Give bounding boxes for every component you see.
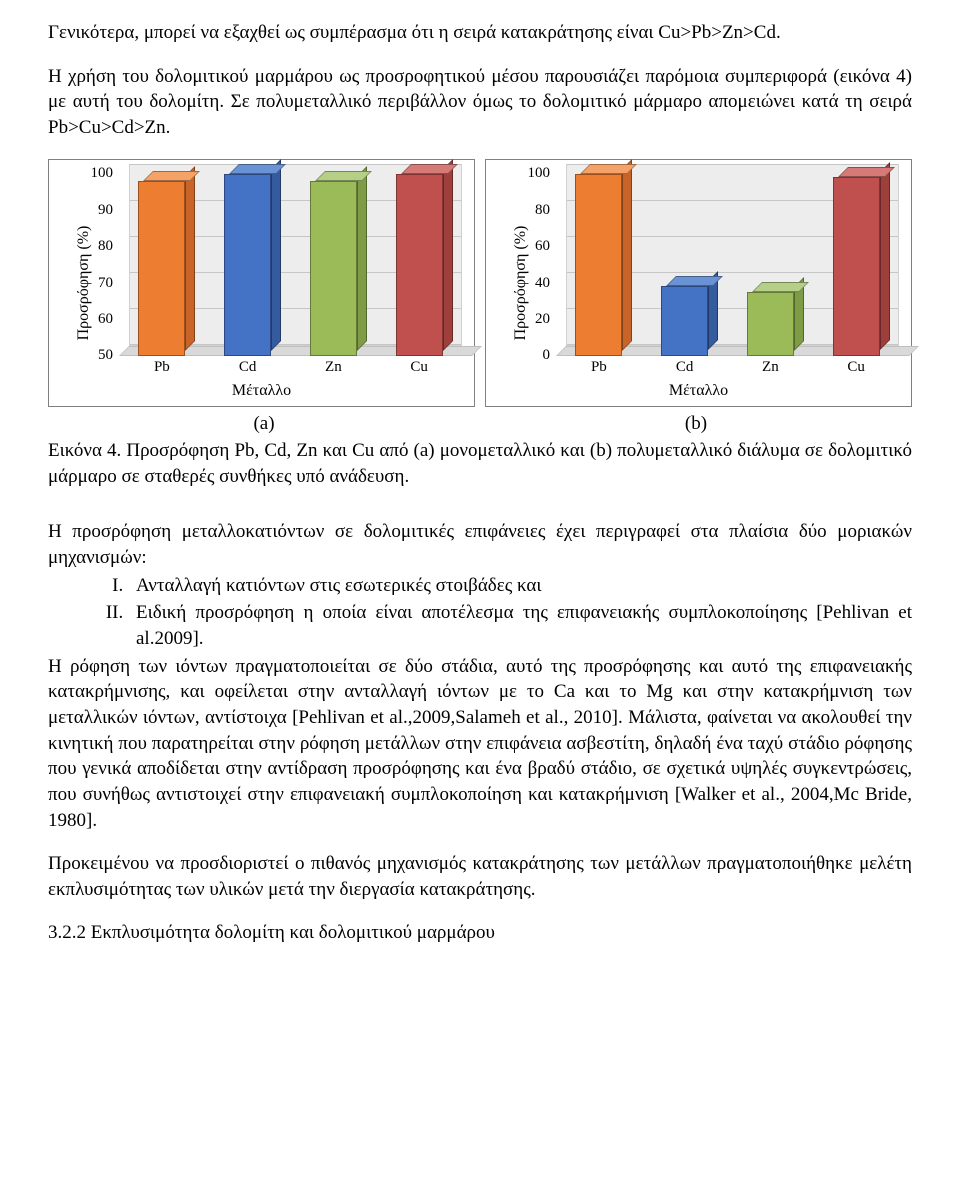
chart_a-xtick: Cu — [410, 357, 428, 377]
chart-b-xlabel: Μέταλλο — [486, 380, 911, 402]
label-b: (b) — [480, 411, 912, 437]
mechanism-item-2: Ειδική προσρόφηση η οποία είναι αποτέλεσ… — [128, 600, 912, 651]
chart_a-ytick: 80 — [83, 236, 113, 256]
chart-a-plot: 5060708090100PbCdZnCu — [119, 174, 462, 356]
chart-b: Προσρόφηση (%) Μέταλλο 020406080100PbCdZ… — [485, 159, 912, 407]
chart_b-bar-cu — [833, 177, 880, 355]
label-a: (a) — [48, 411, 480, 437]
chart_b-xtick: Zn — [762, 357, 779, 377]
chart_a-xtick: Cd — [239, 357, 257, 377]
chart_b-bar-pb — [575, 174, 622, 356]
chart_b-xtick: Cu — [847, 357, 865, 377]
chart_b-bar-zn — [747, 292, 794, 356]
chart_b-ytick: 20 — [520, 309, 550, 329]
paragraph-1: Γενικότερα, μπορεί να εξαχθεί ως συμπέρα… — [48, 20, 912, 46]
chart_b-xtick: Cd — [676, 357, 694, 377]
chart_b-ytick: 80 — [520, 200, 550, 220]
chart_a-ytick: 70 — [83, 273, 113, 293]
mechanism-list: Ανταλλαγή κατιόντων στις εσωτερικές στοι… — [48, 573, 912, 652]
chart_a-xtick: Pb — [154, 357, 170, 377]
paragraph-3-lead: Η προσρόφηση μεταλλοκατιόντων σε δολομιτ… — [48, 519, 912, 570]
chart-b-plot: 020406080100PbCdZnCu — [556, 174, 899, 356]
chart_a-bar-cd — [224, 174, 271, 356]
chart_a-ytick: 100 — [83, 163, 113, 183]
figure-ab-labels: (a) (b) — [48, 411, 912, 437]
chart_a-ytick: 50 — [83, 345, 113, 365]
paragraph-5: Προκειμένου να προσδιοριστεί ο πιθανός μ… — [48, 851, 912, 902]
figure-4-caption: Εικόνα 4. Προσρόφηση Pb, Cd, Zn και Cu α… — [48, 438, 912, 489]
chart-a-xlabel: Μέταλλο — [49, 380, 474, 402]
chart_a-xtick: Zn — [325, 357, 342, 377]
figure-4-charts: Προσρόφηση (%) Μέταλλο 5060708090100PbCd… — [48, 159, 912, 407]
chart_a-bar-cu — [396, 174, 443, 356]
chart_a-bar-zn — [310, 181, 357, 356]
paragraph-2: Η χρήση του δολομιτικού μαρμάρου ως προσ… — [48, 64, 912, 141]
chart_a-ytick: 60 — [83, 309, 113, 329]
chart_b-ytick: 100 — [520, 163, 550, 183]
chart_b-ytick: 60 — [520, 236, 550, 256]
chart_b-xtick: Pb — [591, 357, 607, 377]
paragraph-4: Η ρόφηση των ιόντων πραγματοποιείται σε … — [48, 654, 912, 833]
chart_b-ytick: 0 — [520, 345, 550, 365]
chart_a-ytick: 90 — [83, 200, 113, 220]
mechanism-item-1: Ανταλλαγή κατιόντων στις εσωτερικές στοι… — [128, 573, 912, 599]
chart_a-bar-pb — [138, 181, 185, 356]
section-heading-322: 3.2.2 Εκπλυσιμότητα δολομίτη και δολομιτ… — [48, 920, 912, 946]
chart-a: Προσρόφηση (%) Μέταλλο 5060708090100PbCd… — [48, 159, 475, 407]
chart_b-bar-cd — [661, 286, 708, 355]
chart_b-ytick: 40 — [520, 273, 550, 293]
